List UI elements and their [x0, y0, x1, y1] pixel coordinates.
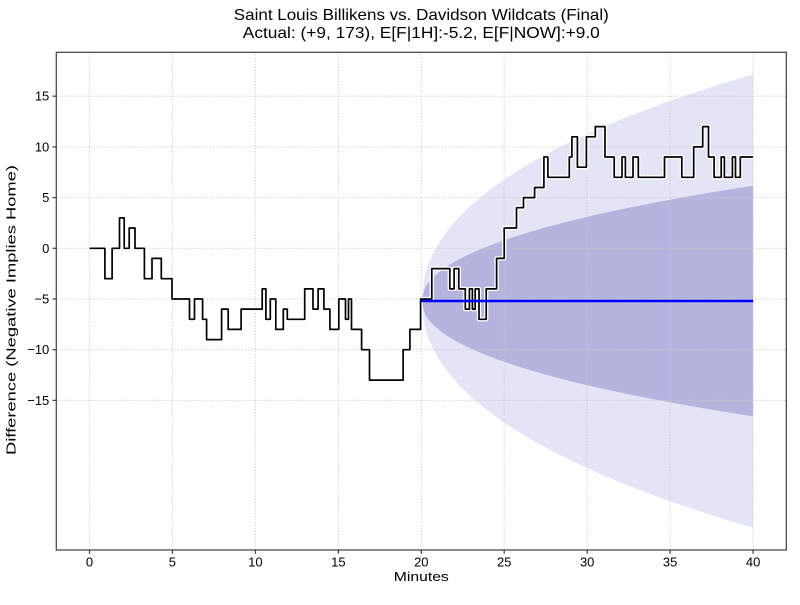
svg-text:Minutes: Minutes	[394, 569, 450, 584]
svg-text:Saint Louis Billikens vs. Davi: Saint Louis Billikens vs. Davidson Wildc…	[234, 7, 609, 24]
svg-text:35: 35	[663, 555, 677, 570]
svg-text:25: 25	[497, 555, 511, 570]
svg-text:10: 10	[35, 139, 49, 154]
svg-text:10: 10	[248, 555, 262, 570]
svg-text:40: 40	[746, 555, 760, 570]
svg-text:20: 20	[414, 555, 428, 570]
svg-text:5: 5	[42, 190, 49, 205]
svg-text:−10: −10	[27, 342, 49, 357]
svg-text:−15: −15	[27, 393, 49, 408]
svg-text:5: 5	[169, 555, 176, 570]
svg-text:30: 30	[580, 555, 594, 570]
svg-text:15: 15	[35, 89, 49, 104]
svg-text:0: 0	[42, 241, 49, 256]
svg-text:0: 0	[86, 555, 93, 570]
svg-text:15: 15	[331, 555, 345, 570]
svg-text:Actual: (+9, 173), E[F|1H]:-5.: Actual: (+9, 173), E[F|1H]:-5.2, E[F|NOW…	[243, 25, 600, 42]
svg-text:Difference (Negative Implies H: Difference (Negative Implies Home)	[4, 165, 19, 455]
svg-text:−5: −5	[34, 292, 49, 307]
